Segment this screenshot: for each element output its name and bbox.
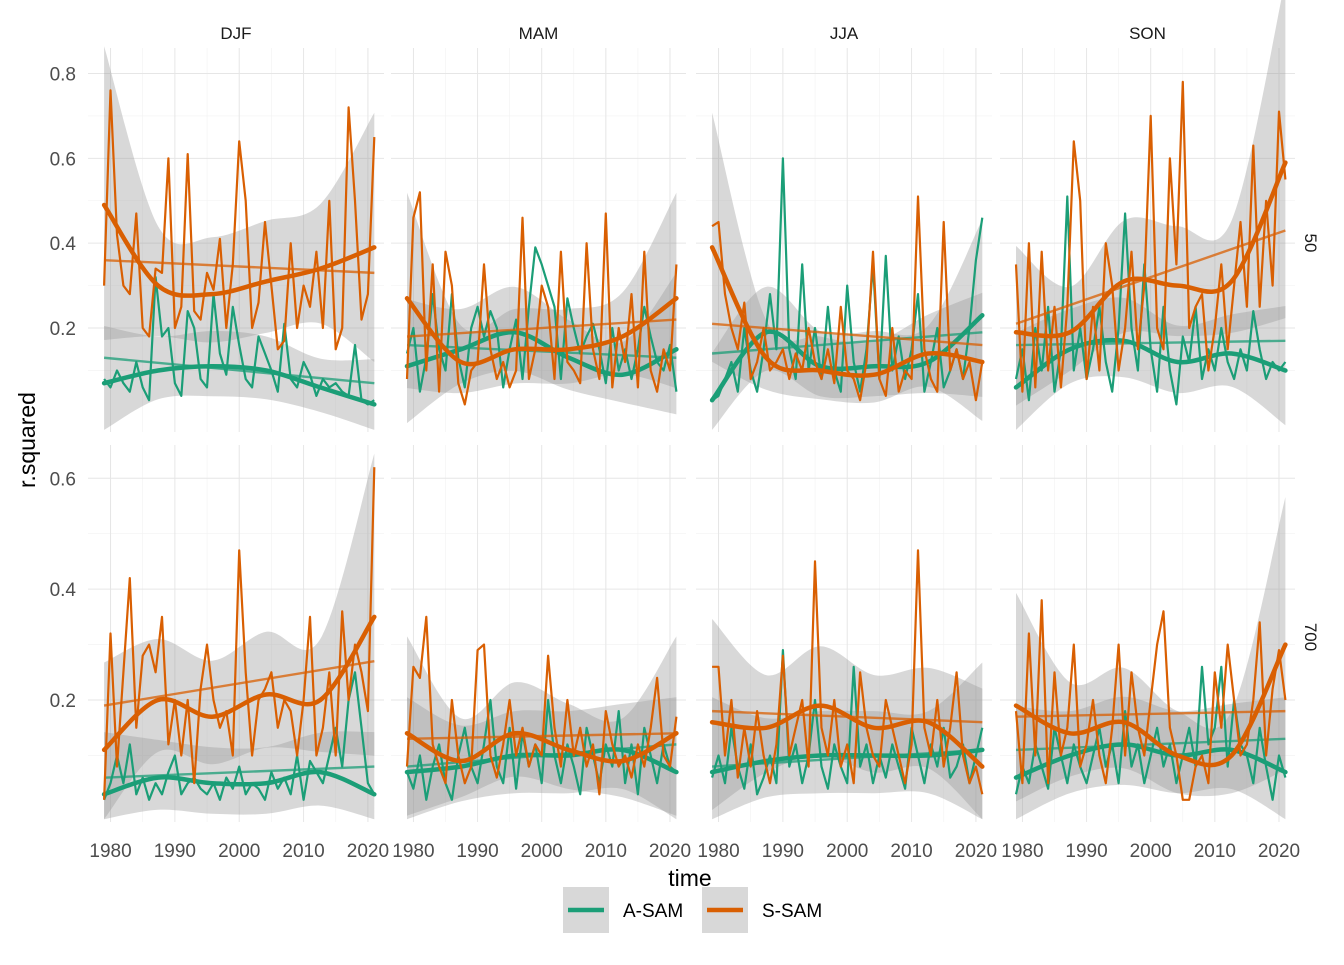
x-tick-label: 1990: [1065, 841, 1107, 862]
y-tick-label: 0.6: [50, 469, 76, 490]
trend-line-s-sam: [407, 732, 677, 741]
confidence-band-s-sam: [712, 112, 983, 421]
confidence-band-a-sam: [712, 662, 983, 820]
x-tick-label: 1980: [89, 841, 131, 862]
trend-line-a-sam: [103, 356, 375, 385]
legend-item-s-sam: S-SAM: [702, 887, 822, 933]
smooth-line-s-sam: [101, 614, 377, 753]
y-tick-label: 0.4: [50, 580, 77, 601]
series-line-s-sam: [712, 549, 984, 795]
y-tick-label: 0.2: [50, 319, 76, 340]
strip-label-row-700: 700: [1301, 623, 1320, 651]
x-tick-label: 2010: [890, 841, 932, 862]
strip-label-row-50: 50: [1301, 234, 1320, 253]
strip-label-djf: DJF: [220, 24, 251, 43]
x-tick-label: 2020: [347, 841, 389, 862]
panel-son-700: [1000, 445, 1295, 822]
smooth-line-a-sam: [709, 747, 985, 775]
x-tick-label: 2020: [955, 841, 997, 862]
x-tick-label: 2000: [218, 841, 260, 862]
smooth-line-s-sam: [1013, 160, 1288, 339]
smooth-line-s-sam: [404, 731, 679, 764]
smooth-line-a-sam: [101, 769, 377, 797]
x-tick-label: 1980: [1001, 841, 1043, 862]
panel-layer: [88, 0, 1295, 822]
x-tick-label: 2020: [1258, 841, 1300, 862]
legend-label: S-SAM: [762, 901, 822, 922]
x-tick-label: 2010: [585, 841, 627, 862]
x-tick-label: 2010: [282, 841, 324, 862]
confidence-band-a-sam: [1016, 297, 1286, 430]
x-tick-label: 2000: [1130, 841, 1172, 862]
series-line-s-sam: [103, 89, 376, 351]
series-line-s-sam: [711, 195, 984, 402]
confidence-band-a-sam: [104, 731, 375, 820]
series-line-s-sam: [1014, 599, 1287, 801]
confidence-band-s-sam: [104, 46, 375, 362]
x-tick-label: 1980: [697, 841, 739, 862]
strip-label-jja: JJA: [830, 24, 859, 43]
trend-line-a-sam: [1016, 339, 1286, 347]
y-tick-label: 0.2: [50, 691, 76, 712]
series-line-a-sam: [711, 157, 984, 402]
series-line-a-sam: [103, 671, 376, 801]
smooth-line-s-sam: [404, 296, 679, 367]
series-line-a-sam: [711, 648, 984, 796]
confidence-band-s-sam: [407, 636, 677, 816]
x-tick-label: 2010: [1194, 841, 1236, 862]
x-tick-label: 1980: [392, 841, 434, 862]
confidence-band-a-sam: [712, 219, 983, 430]
smooth-line-s-sam: [101, 202, 377, 298]
trend-line-s-sam: [711, 322, 983, 347]
legend-item-a-sam: A-SAM: [563, 887, 683, 933]
x-axis-title: time: [668, 865, 711, 891]
series-line-s-sam: [1014, 80, 1287, 393]
y-tick-label: 0.6: [50, 149, 76, 170]
strip-label-mam: MAM: [519, 24, 559, 43]
panel-son-50: [1000, 0, 1295, 432]
y-axis-title: r.squared: [14, 392, 40, 488]
trend-line-s-sam: [103, 660, 375, 707]
trend-line-s-sam: [104, 258, 375, 275]
panel-mam-700: [391, 445, 686, 822]
trend-line-s-sam: [1016, 709, 1286, 718]
series-line-a-sam: [103, 276, 375, 406]
trend-line-a-sam: [711, 331, 983, 355]
x-tick-label: 1990: [762, 841, 804, 862]
panel-mam-50: [391, 48, 686, 432]
smooth-line-s-sam: [709, 703, 985, 769]
series-line-a-sam: [405, 698, 678, 801]
panel-djf-700: [88, 445, 384, 822]
trend-line-s-sam: [1015, 229, 1286, 325]
series-line-s-sam: [405, 615, 678, 796]
series-line-s-sam: [405, 191, 678, 406]
strip-label-son: SON: [1129, 24, 1166, 43]
legend-label: A-SAM: [623, 901, 683, 922]
panel-jja-700: [696, 445, 992, 822]
smooth-line-a-sam: [101, 363, 377, 407]
trend-line-a-sam: [104, 765, 375, 779]
panel-jja-50: [696, 48, 992, 432]
axis-layer: DJF MAM JJA SON 50 700 0.2 0.4 0.6 0.8 0.2 0.4 0.6 19…: [50, 24, 1320, 862]
smooth-line-a-sam: [1013, 337, 1288, 390]
x-tick-label: 2000: [521, 841, 563, 862]
series-line-s-sam: [103, 467, 376, 800]
panel-djf-50: [88, 46, 384, 432]
trend-line-s-sam: [406, 318, 677, 338]
y-tick-label: 0.8: [50, 64, 76, 85]
x-tick-label: 2000: [826, 841, 868, 862]
x-tick-label: 1990: [456, 841, 498, 862]
confidence-band-s-sam: [1016, 497, 1286, 802]
smooth-line-s-sam: [1013, 642, 1288, 768]
legend: A-SAM S-SAM: [563, 887, 822, 933]
y-tick-label: 0.4: [50, 234, 77, 255]
x-tick-label: 2020: [649, 841, 691, 862]
x-tick-label: 1990: [154, 841, 196, 862]
smooth-line-s-sam: [709, 245, 985, 378]
